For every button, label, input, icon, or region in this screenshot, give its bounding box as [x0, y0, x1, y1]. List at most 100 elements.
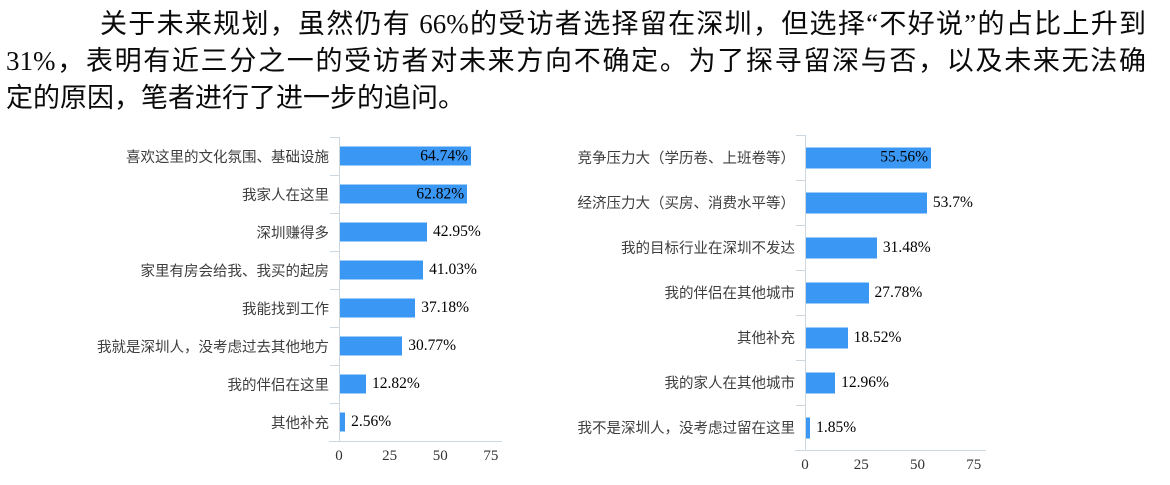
bar [340, 412, 346, 432]
bar: 62.82% [340, 184, 468, 204]
category-axis-tick [330, 327, 340, 328]
value-label: 55.56% [880, 148, 928, 166]
plot-cell: 53.7% [796, 180, 986, 225]
value-label: 12.82% [371, 375, 420, 392]
category-axis-tick [330, 403, 340, 404]
category-axis-tick [796, 135, 806, 136]
bar [340, 260, 424, 280]
category-axis-tick [330, 289, 340, 290]
category-axis-tick [796, 225, 806, 226]
plot-cell: 41.03% [330, 251, 502, 289]
bar [806, 372, 836, 393]
category-label: 家里有房会给我、我买的起房 [140, 263, 330, 280]
plot-cell: 62.82% [330, 175, 502, 213]
plot-cell: 55.56% [796, 135, 986, 180]
plot-cell: 37.18% [330, 289, 502, 327]
chart-row: 家里有房会给我、我买的起房 41.03% [95, 251, 502, 289]
plot-cell: 64.74% [330, 137, 502, 175]
value-label: 37.18% [421, 299, 470, 316]
chart-row: 我能找到工作 37.18% [95, 289, 502, 327]
category-label: 我不是深圳人，没考虑过留在这里 [577, 421, 796, 437]
category-label: 我能找到工作 [242, 301, 329, 318]
category-label: 我的目标行业在深圳不发达 [621, 241, 795, 257]
category-axis-tick [796, 315, 806, 316]
axis-spacer [565, 450, 805, 476]
chart-row: 其他补充 18.52% [565, 315, 986, 360]
x-axis: 0 25 50 75 [565, 450, 986, 476]
category-label: 喜欢这里的文化氛围、基础设施 [126, 149, 329, 166]
bar [340, 298, 416, 318]
category-label: 我的伴侣在这里 [227, 377, 330, 394]
body-paragraph: 关于未来规划，虽然仍有 66%的受访者选择留在深圳，但选择“不好说”的占比上升到… [6, 6, 1146, 117]
category-axis-tick [330, 137, 340, 138]
chart-reasons-to-stay: 喜欢这里的文化氛围、基础设施 64.74% 我家人在这里 62.82% 深圳赚得多 42.… [95, 137, 502, 467]
x-tick-label: 0 [335, 448, 343, 464]
plot-cell: 1.85% [796, 405, 986, 450]
category-axis-tick [796, 270, 806, 271]
category-label: 其他补充 [271, 415, 329, 432]
chart-row: 喜欢这里的文化氛围、基础设施 64.74% [95, 137, 502, 175]
chart-reasons-to-leave: 竞争压力大（学历卷、上班卷等） 55.56% 经济压力大（买房、消费水平等） 53.7… [565, 135, 986, 476]
category-label: 深圳赚得多 [256, 225, 330, 242]
x-tick-label: 50 [910, 457, 925, 473]
category-axis-tick [330, 251, 340, 252]
bar: 64.74% [340, 146, 472, 166]
value-label: 41.03% [429, 261, 477, 278]
value-label: 18.52% [853, 328, 902, 346]
x-tick-label: 0 [801, 457, 809, 473]
axis-spacer [95, 441, 339, 467]
bar [340, 336, 403, 356]
paragraph-line-3: 定的原因，笔者进行了进一步的追问。 [6, 83, 465, 113]
paragraph-line-1: 关于未来规划，虽然仍有 66%的受访者选择留在深圳，但选择“不好说”的占比上升到 [100, 9, 1146, 39]
value-label: 12.96% [841, 373, 889, 391]
category-label: 我的伴侣在其他城市 [664, 286, 796, 302]
paragraph-line-2: 31%，表明有近三分之一的受访者对未来方向不确定。为了探寻留深与否，以及未来无法… [6, 46, 1146, 76]
chart-row: 深圳赚得多 42.95% [95, 213, 502, 251]
category-axis-tick [330, 365, 340, 366]
chart-row: 我的伴侣在其他城市 27.78% [565, 270, 986, 315]
x-axis-line [329, 441, 502, 442]
category-axis-tick [330, 175, 340, 176]
bar [806, 237, 877, 258]
value-label: 27.78% [874, 283, 923, 301]
x-axis-area: 0 25 50 75 [795, 450, 986, 476]
plot-cell: 31.48% [796, 225, 986, 270]
value-label: 42.95% [432, 223, 481, 240]
x-tick-label: 75 [483, 448, 499, 464]
plot-cell: 12.96% [796, 360, 986, 405]
plot-cell: 27.78% [796, 270, 986, 315]
category-axis-tick [330, 213, 340, 214]
plot-cell: 12.82% [330, 365, 502, 403]
plot-cell: 42.95% [330, 213, 502, 251]
category-label: 我家人在这里 [242, 187, 329, 204]
bar [806, 282, 869, 303]
x-tick-label: 25 [853, 457, 869, 473]
category-label: 其他补充 [737, 331, 795, 347]
value-label: 64.74% [420, 147, 469, 164]
chart-row: 我的伴侣在这里 12.82% [95, 365, 502, 403]
value-label: 30.77% [408, 337, 457, 354]
category-axis-tick [796, 360, 806, 361]
chart-row: 我不是深圳人，没考虑过留在这里 1.85% [565, 405, 986, 450]
bar [340, 222, 427, 242]
value-label: 62.82% [416, 185, 465, 202]
category-label: 竞争压力大（学历卷、上班卷等） [577, 151, 796, 167]
chart-row: 我家人在这里 62.82% [95, 175, 502, 213]
category-axis-tick [796, 405, 806, 406]
value-label: 2.56% [351, 413, 392, 430]
x-tick-label: 75 [966, 457, 982, 473]
value-label: 53.7% [932, 193, 973, 211]
plot-cell: 18.52% [796, 315, 986, 360]
bar [340, 374, 366, 394]
chart-row: 我的家人在其他城市 12.96% [565, 360, 986, 405]
x-axis: 0 25 50 75 [95, 441, 502, 467]
x-axis-area: 0 25 50 75 [329, 441, 502, 467]
category-label: 我就是深圳人，没考虑过去其他地方 [97, 339, 329, 356]
value-label: 1.85% [816, 418, 857, 436]
chart-row: 其他补充 2.56% [95, 403, 502, 441]
value-label: 31.48% [882, 238, 931, 256]
x-tick-label: 50 [432, 448, 448, 464]
category-label: 我的家人在其他城市 [664, 376, 796, 392]
chart-row: 经济压力大（买房、消费水平等） 53.7% [565, 180, 986, 225]
x-axis-line [795, 450, 986, 451]
